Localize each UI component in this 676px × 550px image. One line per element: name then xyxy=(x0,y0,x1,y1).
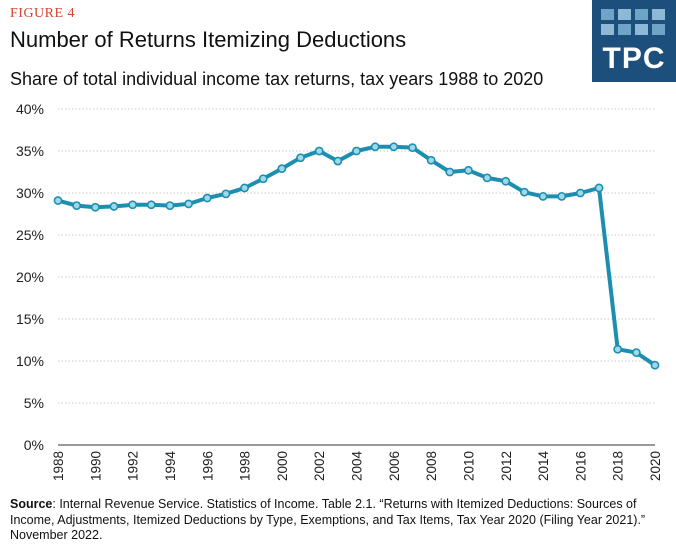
data-point xyxy=(613,344,623,354)
data-point xyxy=(240,183,249,193)
data-point xyxy=(631,348,641,357)
data-point xyxy=(352,146,361,156)
x-tick-label: 1988 xyxy=(51,451,66,481)
x-tick-label: 1992 xyxy=(126,451,141,481)
data-point xyxy=(184,199,193,209)
data-point xyxy=(520,187,529,197)
logo-square-icon xyxy=(635,24,648,35)
data-point xyxy=(333,156,343,166)
x-tick-label: 2014 xyxy=(536,450,551,481)
y-tick-label: 40% xyxy=(16,101,44,117)
source-text: : Internal Revenue Service. Statistics o… xyxy=(10,497,646,542)
data-point xyxy=(90,202,100,212)
data-point xyxy=(594,183,604,193)
data-point xyxy=(538,191,548,201)
y-tick-label: 25% xyxy=(16,227,44,243)
data-point xyxy=(277,164,287,174)
data-point xyxy=(258,174,268,184)
data-point xyxy=(296,153,305,163)
logo-square-icon xyxy=(618,24,631,35)
data-point xyxy=(146,200,156,210)
x-tick-label: 2008 xyxy=(424,451,439,481)
x-tick-label: 2000 xyxy=(275,451,290,481)
y-tick-label: 15% xyxy=(16,311,44,327)
data-point xyxy=(314,146,324,156)
y-tick-label: 20% xyxy=(16,269,44,285)
logo-square-icon xyxy=(618,9,631,20)
y-tick-label: 10% xyxy=(16,353,44,369)
x-tick-label: 2010 xyxy=(461,451,476,481)
tpc-logo: TPC xyxy=(592,0,676,82)
data-point xyxy=(389,142,399,152)
logo-square-icon xyxy=(601,24,614,35)
data-point xyxy=(53,196,63,205)
y-tick-label: 30% xyxy=(16,185,44,201)
data-point xyxy=(557,191,567,201)
data-point xyxy=(370,142,380,152)
source-note: Source: Internal Revenue Service. Statis… xyxy=(10,497,670,544)
x-tick-label: 2002 xyxy=(312,451,327,481)
x-tick-label: 1998 xyxy=(238,451,253,481)
data-point xyxy=(72,201,82,210)
series-line xyxy=(56,144,657,368)
logo-square-icon xyxy=(635,9,648,20)
logo-square-icon xyxy=(652,9,665,20)
data-point xyxy=(128,200,138,210)
x-tick-label: 2004 xyxy=(350,450,365,481)
data-point xyxy=(426,155,436,165)
data-point xyxy=(464,165,473,175)
x-tick-label: 2006 xyxy=(387,451,402,481)
logo-text: TPC xyxy=(602,42,666,75)
data-point xyxy=(445,167,455,177)
x-tick-label: 1990 xyxy=(88,451,103,481)
data-point xyxy=(482,173,492,183)
x-tick-label: 1994 xyxy=(163,450,178,481)
data-point xyxy=(165,201,175,210)
source-label: Source xyxy=(10,497,53,511)
x-tick-label: 2018 xyxy=(611,451,626,481)
data-point xyxy=(650,360,660,370)
y-tick-label: 35% xyxy=(16,143,44,159)
y-tick-label: 5% xyxy=(24,395,44,411)
x-tick-label: 1996 xyxy=(200,451,215,481)
data-point xyxy=(109,202,119,211)
data-point xyxy=(575,188,585,198)
y-tick-label: 0% xyxy=(24,437,44,453)
chart-title: Number of Returns Itemizing Deductions xyxy=(10,27,407,52)
x-tick-label: 2020 xyxy=(648,451,663,481)
x-tick-label: 2012 xyxy=(499,451,514,481)
x-tick-label: 2016 xyxy=(573,451,588,481)
data-point xyxy=(221,189,231,199)
line-chart: 0% 5% 10% 15% 20% 25% 30% 35% 40% 1988 1990 1992 199… xyxy=(16,101,663,481)
data-point xyxy=(202,193,212,203)
logo-square-icon xyxy=(601,9,614,20)
data-point xyxy=(408,143,417,153)
logo-square-icon xyxy=(652,24,665,35)
chart-subtitle: Share of total individual income tax ret… xyxy=(10,69,544,89)
figure-label: FIGURE 4 xyxy=(10,6,76,21)
data-point xyxy=(501,176,511,186)
